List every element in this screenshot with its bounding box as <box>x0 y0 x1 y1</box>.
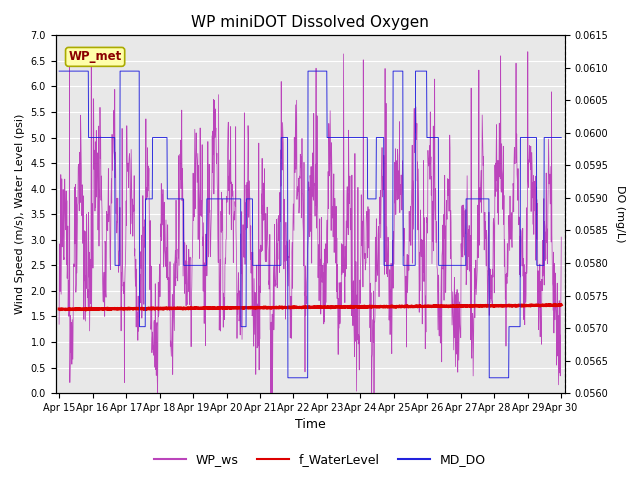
Legend: WP_ws, f_WaterLevel, MD_DO: WP_ws, f_WaterLevel, MD_DO <box>149 448 491 471</box>
X-axis label: Time: Time <box>295 419 326 432</box>
Text: WP_met: WP_met <box>68 50 122 63</box>
Y-axis label: Wind Speed (m/s), Water Level (psi): Wind Speed (m/s), Water Level (psi) <box>15 114 25 314</box>
Y-axis label: DO (mg/L): DO (mg/L) <box>615 185 625 243</box>
Title: WP miniDOT Dissolved Oxygen: WP miniDOT Dissolved Oxygen <box>191 15 429 30</box>
